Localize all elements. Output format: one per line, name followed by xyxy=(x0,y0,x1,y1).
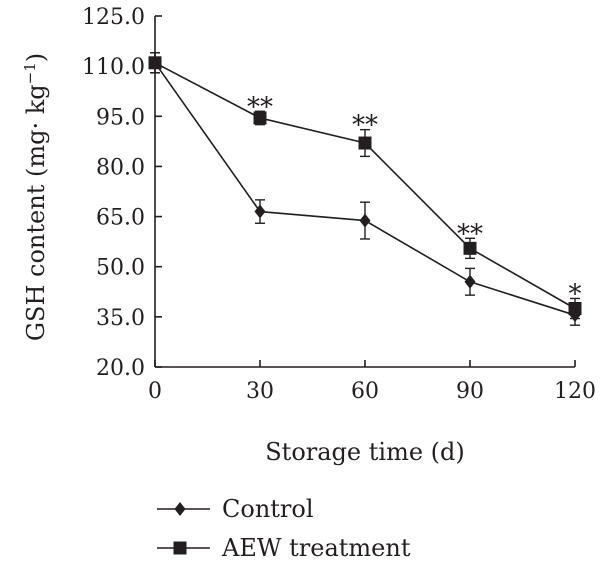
legend-item-diamond: Control xyxy=(157,495,314,523)
y-tick-label: 65.0 xyxy=(96,206,145,231)
legend-label: AEW treatment xyxy=(221,534,411,562)
legend-label: Control xyxy=(222,495,314,523)
data-point-diamond xyxy=(464,274,476,289)
x-axis-title: Storage time (d) xyxy=(265,438,465,466)
y-axis-title-close: ) xyxy=(22,53,50,62)
series-layer xyxy=(148,52,582,326)
significance-label: ** xyxy=(352,111,378,141)
data-point-square xyxy=(148,56,162,70)
series-line xyxy=(154,62,576,316)
significance-label: ** xyxy=(247,92,273,122)
y-tick-label: 50.0 xyxy=(96,256,145,281)
significance-annotations: ******* xyxy=(247,92,582,309)
data-point-diamond xyxy=(359,213,371,228)
legend: Control AEW treatment xyxy=(157,495,411,562)
y-axis-title-main: GSH content (mg· kg xyxy=(22,84,50,341)
y-tick-label: 20.0 xyxy=(96,356,145,381)
data-point-square xyxy=(358,136,372,150)
y-axis-title: GSH content (mg· kg−1) xyxy=(21,53,50,341)
axes: 20.0 35.0 50.0 65.0 80.0 95.0 110.0 125.0 0 30 60 9… xyxy=(82,5,596,404)
series-line xyxy=(154,62,576,310)
significance-label: * xyxy=(569,279,582,309)
significance-label: ** xyxy=(457,219,483,249)
x-tick-label: 60 xyxy=(351,379,379,404)
x-tick-label: 30 xyxy=(246,379,274,404)
x-tick-label: 120 xyxy=(554,379,596,404)
data-point-square xyxy=(253,111,267,125)
series-square xyxy=(148,52,582,320)
x-tick-label: 90 xyxy=(456,379,484,404)
y-tick-label: 110.0 xyxy=(82,55,145,80)
data-point-diamond xyxy=(254,204,266,219)
y-tick-label: 35.0 xyxy=(96,306,145,331)
x-tick-label: 0 xyxy=(148,379,162,404)
legend-marker-square xyxy=(173,541,187,555)
data-point-square xyxy=(463,241,477,255)
y-axis-title-sup: −1 xyxy=(21,62,39,84)
y-tick-label: 95.0 xyxy=(96,105,145,130)
legend-item-square: AEW treatment xyxy=(157,534,411,562)
y-tick-label: 125.0 xyxy=(82,5,145,30)
series-diamond xyxy=(149,52,581,326)
legend-marker-diamond xyxy=(174,502,186,516)
y-tick-label: 80.0 xyxy=(96,155,145,180)
data-point-square xyxy=(568,302,582,315)
